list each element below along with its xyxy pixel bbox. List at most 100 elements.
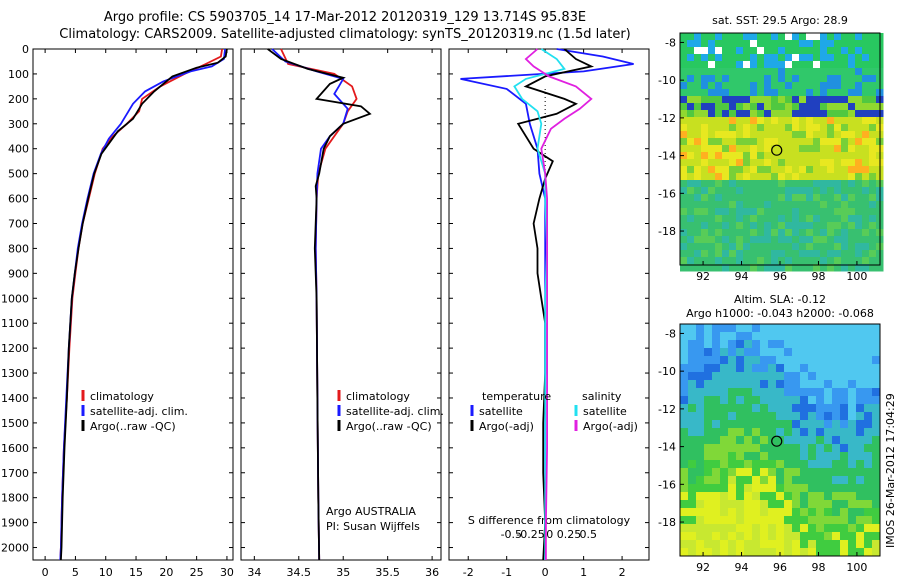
- map-cell: [784, 388, 793, 397]
- map-cell: [687, 40, 695, 48]
- map-cell: [720, 460, 729, 469]
- map-cell: [816, 372, 825, 381]
- map-cell: [750, 138, 758, 146]
- map-cell: [712, 524, 721, 533]
- map-cell: [736, 40, 744, 48]
- map-cell: [872, 508, 881, 517]
- map-cell: [696, 540, 705, 549]
- map-cell: [715, 180, 723, 188]
- map-cell: [750, 145, 758, 153]
- map-cell: [715, 103, 723, 111]
- map-cell: [834, 215, 842, 223]
- map-cell: [834, 173, 842, 181]
- map-cell: [729, 187, 737, 195]
- map-cell: [840, 404, 849, 413]
- map-cell: [869, 222, 877, 230]
- map-cell: [832, 356, 841, 365]
- map-cell: [800, 436, 809, 445]
- map-cell: [776, 428, 785, 437]
- map-cell: [744, 332, 753, 341]
- map-cell: [771, 131, 779, 139]
- map-cell: [696, 444, 705, 453]
- map-cell: [784, 492, 793, 501]
- map-cell: [712, 548, 721, 557]
- map-cell: [820, 159, 828, 167]
- map-cell: [841, 222, 849, 230]
- map-cell: [799, 124, 807, 132]
- map-cell: [744, 452, 753, 461]
- x-tick-label: 1: [580, 566, 587, 579]
- map-cell: [784, 500, 793, 509]
- s-axis-label: S difference from climatology: [468, 514, 631, 527]
- map-x-tick-label: 100: [846, 561, 867, 574]
- map-cell: [813, 201, 821, 209]
- map-cell: [696, 356, 705, 365]
- map-cell: [820, 264, 828, 272]
- map-cell: [841, 250, 849, 258]
- map-cell: [841, 194, 849, 202]
- map-cell: [834, 33, 842, 41]
- map-cell: [764, 61, 772, 69]
- map-cell: [768, 420, 777, 429]
- map-cell: [816, 404, 825, 413]
- map-cell: [720, 516, 729, 525]
- map-cell: [715, 75, 723, 83]
- map-cell: [824, 340, 833, 349]
- map-cell: [848, 340, 857, 349]
- map-cell: [701, 117, 709, 125]
- map-cell: [816, 484, 825, 493]
- map-cell: [722, 222, 730, 230]
- map-cell: [750, 110, 758, 118]
- map-cell: [696, 412, 705, 421]
- map-cell: [785, 47, 793, 55]
- map-cell: [736, 89, 744, 97]
- map-cell: [743, 40, 751, 48]
- map-cell: [864, 524, 873, 533]
- map-cell: [806, 152, 814, 160]
- map-cell: [708, 166, 716, 174]
- map-cell: [816, 364, 825, 373]
- map-cell: [768, 452, 777, 461]
- map-cell: [688, 444, 697, 453]
- map-cell: [704, 524, 713, 533]
- map-cell: [736, 476, 745, 485]
- x-tick-label: 34.5: [287, 566, 312, 579]
- map-cell: [688, 484, 697, 493]
- map-cell: [750, 173, 758, 181]
- map-cell: [680, 348, 689, 357]
- map-cell: [808, 340, 817, 349]
- map-cell: [869, 236, 877, 244]
- map-cell: [694, 110, 702, 118]
- map-cell: [872, 500, 881, 509]
- map-cell: [869, 54, 877, 62]
- map-cell: [840, 444, 849, 453]
- map-cell: [760, 412, 769, 421]
- map-x-tick-label: 92: [696, 270, 710, 283]
- map-cell: [848, 548, 857, 557]
- map-cell: [720, 508, 729, 517]
- map-cell: [785, 257, 793, 265]
- map-cell: [872, 460, 881, 469]
- map-cell: [856, 324, 865, 333]
- map-cell: [757, 89, 765, 97]
- map-cell: [729, 257, 737, 265]
- map-cell: [855, 82, 863, 90]
- map-cell: [757, 138, 765, 146]
- map-cell: [696, 364, 705, 373]
- map-cell: [708, 61, 716, 69]
- map-cell: [792, 500, 801, 509]
- map-cell: [841, 208, 849, 216]
- map-cell: [688, 380, 697, 389]
- map-cell: [680, 380, 689, 389]
- map-cell: [813, 208, 821, 216]
- map-cell: [862, 33, 870, 41]
- map-cell: [771, 145, 779, 153]
- map-cell: [785, 229, 793, 237]
- map-cell: [704, 428, 713, 437]
- map-cell: [688, 460, 697, 469]
- map-cell: [832, 324, 841, 333]
- legend-label-satellite: satellite-adj. clim.: [346, 405, 444, 418]
- map-cell: [778, 250, 786, 258]
- map-cell: [834, 110, 842, 118]
- map-cell: [729, 82, 737, 90]
